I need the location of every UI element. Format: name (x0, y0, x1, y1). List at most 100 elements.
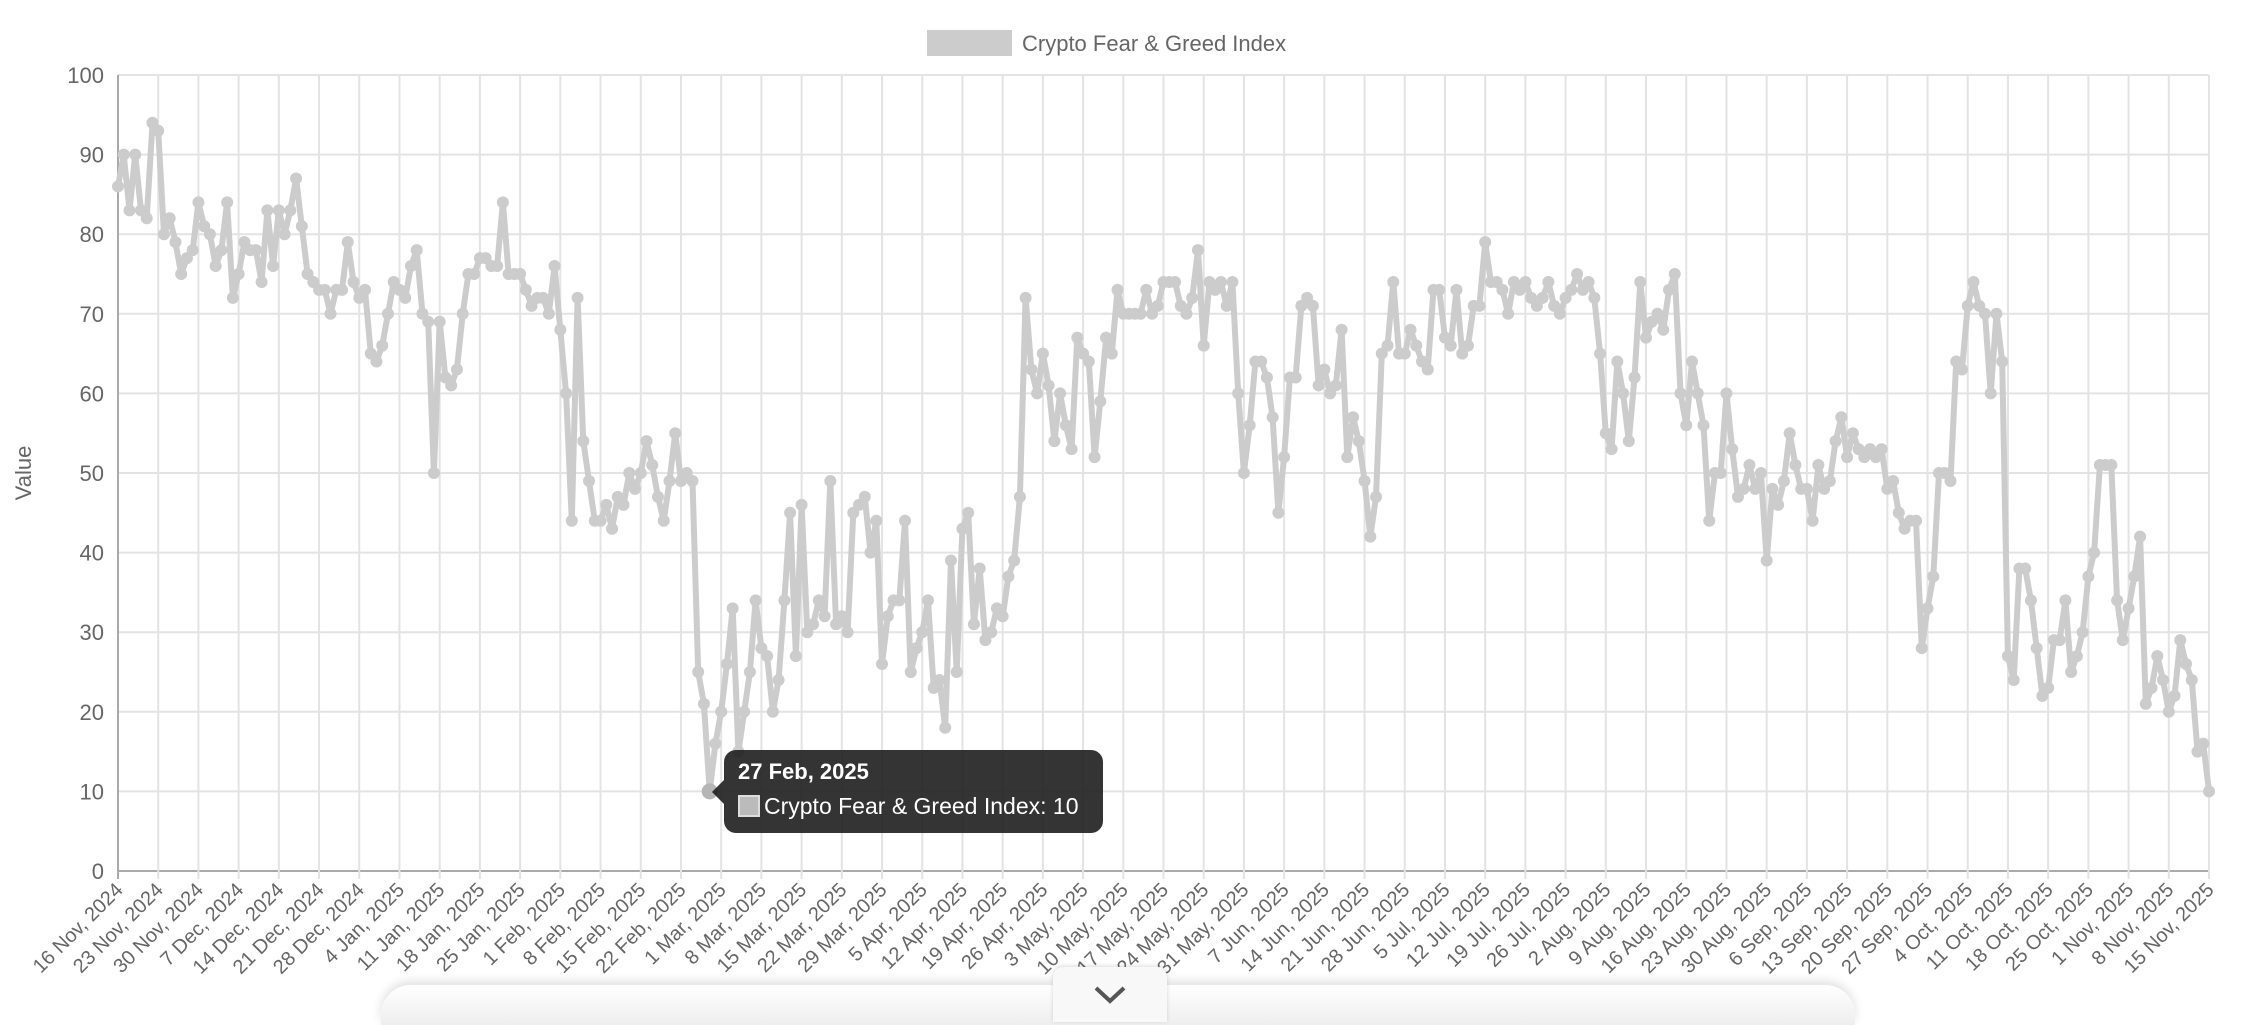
data-point[interactable] (1628, 371, 1641, 384)
data-point[interactable] (1450, 283, 1463, 296)
data-point[interactable] (2134, 530, 2147, 543)
data-point[interactable] (1594, 347, 1607, 360)
data-point[interactable] (565, 514, 578, 527)
data-point[interactable] (1237, 467, 1250, 479)
legend-swatch[interactable] (927, 30, 1012, 56)
data-point[interactable] (1921, 602, 1934, 615)
data-point[interactable] (1588, 291, 1601, 304)
data-point[interactable] (973, 562, 986, 575)
data-point[interactable] (1634, 275, 1647, 288)
data-point[interactable] (445, 379, 458, 392)
data-point[interactable] (1410, 339, 1423, 352)
data-point[interactable] (203, 228, 216, 241)
data-point[interactable] (720, 658, 733, 671)
data-point[interactable] (1100, 331, 1113, 344)
data-point[interactable] (818, 610, 831, 623)
data-point[interactable] (129, 148, 142, 161)
data-point[interactable] (778, 594, 791, 607)
data-point[interactable] (1835, 411, 1848, 424)
data-point[interactable] (2030, 642, 2043, 655)
data-point[interactable] (1892, 506, 1905, 519)
data-point[interactable] (359, 283, 372, 296)
data-point[interactable] (1071, 331, 1084, 344)
data-point[interactable] (427, 467, 440, 479)
data-point[interactable] (112, 180, 124, 193)
data-point[interactable] (1502, 307, 1515, 320)
data-point[interactable] (2019, 562, 2032, 575)
data-point[interactable] (1944, 474, 1957, 487)
scroll-down-button[interactable] (1053, 967, 1167, 1022)
data-point[interactable] (686, 474, 699, 487)
data-point[interactable] (1255, 355, 1268, 368)
data-point[interactable] (1260, 371, 1273, 384)
data-point[interactable] (1927, 570, 1940, 583)
data-point[interactable] (2088, 546, 2101, 559)
data-point[interactable] (548, 260, 561, 273)
data-point[interactable] (726, 602, 739, 615)
data-point[interactable] (985, 626, 998, 639)
data-point[interactable] (1243, 419, 1256, 432)
data-point[interactable] (944, 554, 957, 567)
data-point[interactable] (1605, 443, 1618, 456)
data-point[interactable] (996, 610, 1009, 623)
data-point[interactable] (1002, 570, 1015, 583)
data-point[interactable] (1841, 451, 1854, 464)
legend[interactable]: Crypto Fear & Greed Index (927, 30, 1286, 56)
data-point[interactable] (663, 474, 676, 487)
data-point[interactable] (2128, 570, 2141, 583)
data-point[interactable] (606, 522, 619, 535)
data-point[interactable] (491, 260, 504, 273)
data-point[interactable] (967, 618, 980, 631)
data-point[interactable] (1140, 283, 1153, 296)
data-point[interactable] (1663, 283, 1676, 296)
data-point[interactable] (1358, 474, 1371, 487)
data-point[interactable] (766, 705, 779, 718)
data-point[interactable] (812, 594, 825, 607)
data-point[interactable] (1094, 395, 1107, 408)
data-point[interactable] (157, 228, 170, 241)
data-point[interactable] (571, 291, 584, 304)
data-point[interactable] (910, 642, 923, 655)
data-point[interactable] (1657, 323, 1670, 336)
data-point[interactable] (468, 268, 481, 280)
data-point[interactable] (594, 514, 607, 527)
data-point[interactable] (1743, 459, 1756, 472)
data-point[interactable] (1726, 443, 1739, 456)
data-point[interactable] (1961, 299, 1974, 312)
data-point[interactable] (956, 522, 969, 535)
data-point[interactable] (456, 307, 469, 320)
data-point[interactable] (152, 124, 165, 137)
data-point[interactable] (1777, 474, 1790, 487)
data-point[interactable] (1668, 268, 1681, 280)
data-point[interactable] (221, 196, 234, 209)
data-point[interactable] (163, 212, 176, 225)
data-point[interactable] (1266, 411, 1279, 424)
data-point[interactable] (2151, 650, 2164, 663)
data-point[interactable] (560, 387, 573, 400)
data-point[interactable] (807, 618, 820, 631)
data-point[interactable] (1617, 387, 1630, 400)
data-point[interactable] (2162, 705, 2175, 718)
data-point[interactable] (1622, 435, 1635, 448)
data-point[interactable] (697, 697, 710, 710)
data-point[interactable] (1703, 514, 1716, 527)
data-point[interactable] (1479, 236, 1492, 249)
data-point[interactable] (772, 673, 785, 686)
data-point[interactable] (1306, 299, 1319, 312)
data-point[interactable] (1714, 467, 1727, 479)
data-point[interactable] (715, 705, 728, 718)
data-point[interactable] (1381, 339, 1394, 352)
data-point[interactable] (2053, 634, 2066, 647)
data-point[interactable] (2203, 785, 2215, 798)
data-point[interactable] (1823, 474, 1836, 487)
data-point[interactable] (2174, 634, 2187, 647)
data-point[interactable] (2059, 594, 2072, 607)
data-point[interactable] (1151, 299, 1164, 312)
data-point[interactable] (1473, 299, 1486, 312)
data-point[interactable] (2185, 673, 2198, 686)
data-point[interactable] (232, 268, 245, 280)
data-point[interactable] (1542, 275, 1555, 288)
data-point[interactable] (2168, 689, 2181, 702)
data-point[interactable] (2070, 650, 2083, 663)
data-point[interactable] (1318, 363, 1331, 376)
